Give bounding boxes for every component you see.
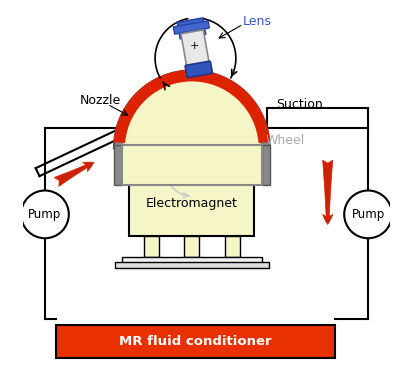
Wedge shape [122,78,261,148]
FancyBboxPatch shape [173,21,209,34]
Bar [129,170,254,236]
Text: +: + [190,41,199,51]
FancyBboxPatch shape [185,61,212,78]
Bar [225,236,240,257]
Circle shape [21,191,69,238]
Text: Lens: Lens [243,15,272,28]
Text: Nozzle: Nozzle [80,94,121,107]
FancyBboxPatch shape [181,30,209,68]
Wedge shape [114,70,269,142]
FancyBboxPatch shape [178,18,206,39]
Bar [261,145,270,185]
Bar [122,145,261,185]
Bar [144,236,159,257]
Text: MR fluid conditioner: MR fluid conditioner [119,334,272,347]
Text: Wheel: Wheel [265,134,304,147]
Bar [114,145,122,185]
Text: Electromagnet: Electromagnet [146,197,238,210]
Circle shape [344,191,392,238]
Text: Pump: Pump [351,208,385,221]
Text: Suction: Suction [276,98,323,111]
Bar [185,236,199,257]
Bar [122,257,261,263]
Text: Pump: Pump [28,208,62,221]
Bar [56,324,335,357]
Wedge shape [114,70,270,148]
Bar [115,262,269,268]
